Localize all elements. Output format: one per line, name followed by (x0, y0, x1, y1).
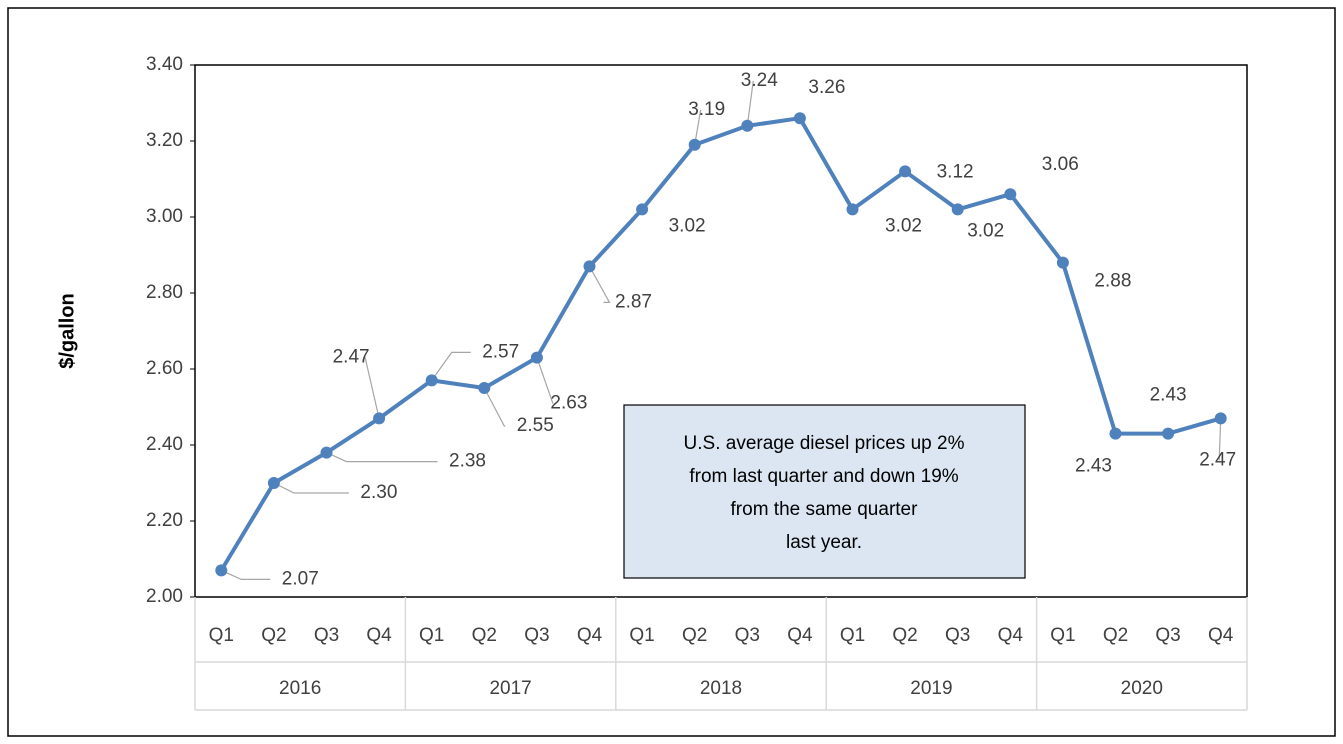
data-label: 2.63 (550, 393, 587, 414)
leader-line (483, 387, 506, 427)
data-point (530, 351, 543, 364)
y-tick-label: 2.20 (146, 510, 183, 531)
x-group-label: 2020 (1121, 678, 1163, 699)
x-tick-label: Q3 (735, 625, 760, 646)
x-tick-label: Q2 (472, 625, 497, 646)
y-tick-label: 2.00 (146, 586, 183, 607)
data-point (1056, 256, 1069, 269)
data-point (373, 412, 386, 425)
data-label: 2.47 (333, 346, 370, 367)
x-tick-label: Q2 (682, 625, 707, 646)
x-tick-label: Q1 (629, 625, 654, 646)
annotation-text: last year. (786, 532, 862, 553)
x-tick-label: Q4 (1208, 625, 1234, 646)
data-point (1109, 427, 1122, 440)
data-point (583, 260, 596, 273)
leader-line (221, 569, 271, 581)
leader-line (431, 351, 471, 381)
data-label: 3.02 (885, 215, 922, 236)
plot-area (194, 64, 1248, 598)
data-point (320, 446, 333, 459)
leader-line (1218, 418, 1222, 461)
x-tick-label: Q3 (1155, 625, 1180, 646)
data-label: 2.88 (1094, 271, 1131, 292)
data-label: 2.43 (1150, 385, 1187, 406)
x-tick-label: Q1 (840, 625, 865, 646)
data-point (267, 477, 280, 489)
annotation-text: U.S. average diesel prices up 2% (684, 433, 965, 454)
y-tick-label: 3.40 (146, 54, 183, 75)
x-tick-label: Q2 (1103, 625, 1128, 646)
leader-line (746, 80, 754, 126)
data-label: 3.24 (741, 70, 778, 91)
x-tick-label: Q1 (1050, 625, 1075, 646)
data-point (215, 564, 228, 577)
data-label: 3.06 (1042, 154, 1079, 175)
y-axis-title: $/gallon (56, 293, 78, 369)
x-group-label: 2018 (700, 678, 742, 699)
data-point (846, 203, 859, 216)
data-label: 2.30 (360, 482, 397, 503)
data-point (899, 165, 912, 178)
x-tick-label: Q3 (524, 625, 549, 646)
x-tick-label: Q4 (577, 625, 603, 646)
y-tick-label: 2.60 (146, 358, 183, 379)
leader-line (536, 357, 554, 404)
data-point (425, 374, 438, 387)
x-tick-label: Q2 (892, 625, 917, 646)
x-tick-label: Q4 (787, 625, 813, 646)
leader-line (273, 482, 349, 494)
data-point (793, 112, 806, 125)
x-tick-label: Q1 (209, 625, 234, 646)
leader-line (326, 452, 438, 463)
data-label: 2.43 (1075, 456, 1112, 477)
x-tick-label: Q3 (945, 625, 970, 646)
data-label: 2.57 (482, 341, 519, 362)
data-line (219, 116, 1222, 572)
x-tick-label: Q4 (998, 625, 1024, 646)
data-point (1162, 427, 1175, 440)
data-point (1214, 412, 1227, 425)
data-label: 2.87 (615, 291, 652, 312)
x-tick-label: Q1 (419, 625, 444, 646)
annotation-text: from last quarter and down 19% (689, 466, 958, 487)
x-group-label: 2017 (489, 678, 531, 699)
data-point (951, 203, 964, 216)
data-label: 2.47 (1199, 449, 1236, 470)
x-group-label: 2019 (910, 678, 952, 699)
x-group-label: 2016 (279, 678, 321, 699)
data-point (636, 203, 649, 216)
data-label: 3.12 (937, 161, 974, 182)
y-tick-label: 2.40 (146, 434, 183, 455)
data-label: 3.26 (808, 77, 845, 98)
leader-line (364, 357, 380, 419)
annotation-text: from the same quarter (731, 499, 919, 520)
y-tick-label: 3.00 (146, 206, 183, 227)
data-label: 3.02 (669, 215, 706, 236)
leader-line (588, 266, 611, 303)
data-point (688, 138, 701, 151)
x-tick-label: Q3 (314, 625, 339, 646)
data-label: 2.55 (517, 415, 554, 436)
data-point (1004, 188, 1017, 201)
data-label: 2.07 (282, 568, 319, 589)
y-tick-label: 2.80 (146, 282, 183, 303)
data-label: 2.38 (449, 451, 486, 472)
data-label: 3.19 (688, 99, 725, 120)
annotation-box (623, 404, 1026, 579)
y-tick-label: 3.20 (146, 130, 183, 151)
x-tick-label: Q2 (261, 625, 286, 646)
data-point (478, 382, 491, 394)
x-tick-label: Q4 (366, 625, 392, 646)
chart-border (7, 7, 1336, 737)
data-label: 3.02 (967, 220, 1004, 241)
data-point (741, 119, 754, 132)
